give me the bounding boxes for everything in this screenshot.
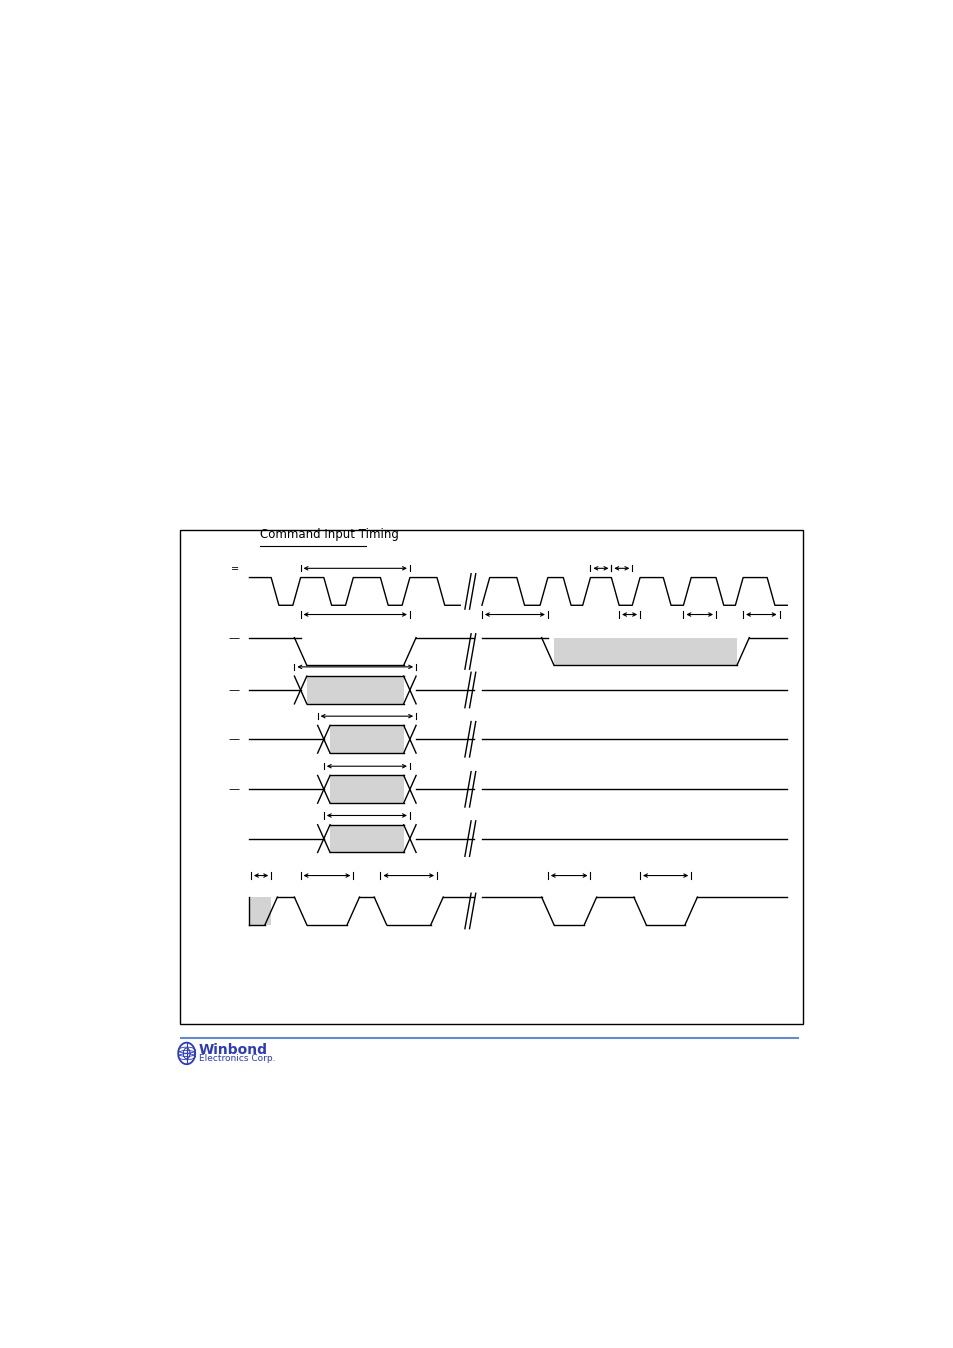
Bar bbox=[249, 898, 271, 925]
Bar bbox=[307, 677, 403, 704]
Text: —: — bbox=[228, 735, 239, 744]
Bar bbox=[330, 725, 403, 754]
Bar bbox=[554, 638, 736, 666]
Text: Electronics Corp.: Electronics Corp. bbox=[199, 1054, 275, 1062]
Bar bbox=[330, 775, 403, 803]
Text: Winbond: Winbond bbox=[199, 1043, 268, 1057]
Text: —: — bbox=[228, 685, 239, 696]
Text: =: = bbox=[231, 565, 239, 574]
Bar bbox=[330, 825, 403, 852]
Text: —: — bbox=[228, 632, 239, 643]
Text: Command Input Timing: Command Input Timing bbox=[260, 528, 398, 542]
Text: —: — bbox=[228, 785, 239, 794]
Bar bbox=[179, 530, 802, 1024]
